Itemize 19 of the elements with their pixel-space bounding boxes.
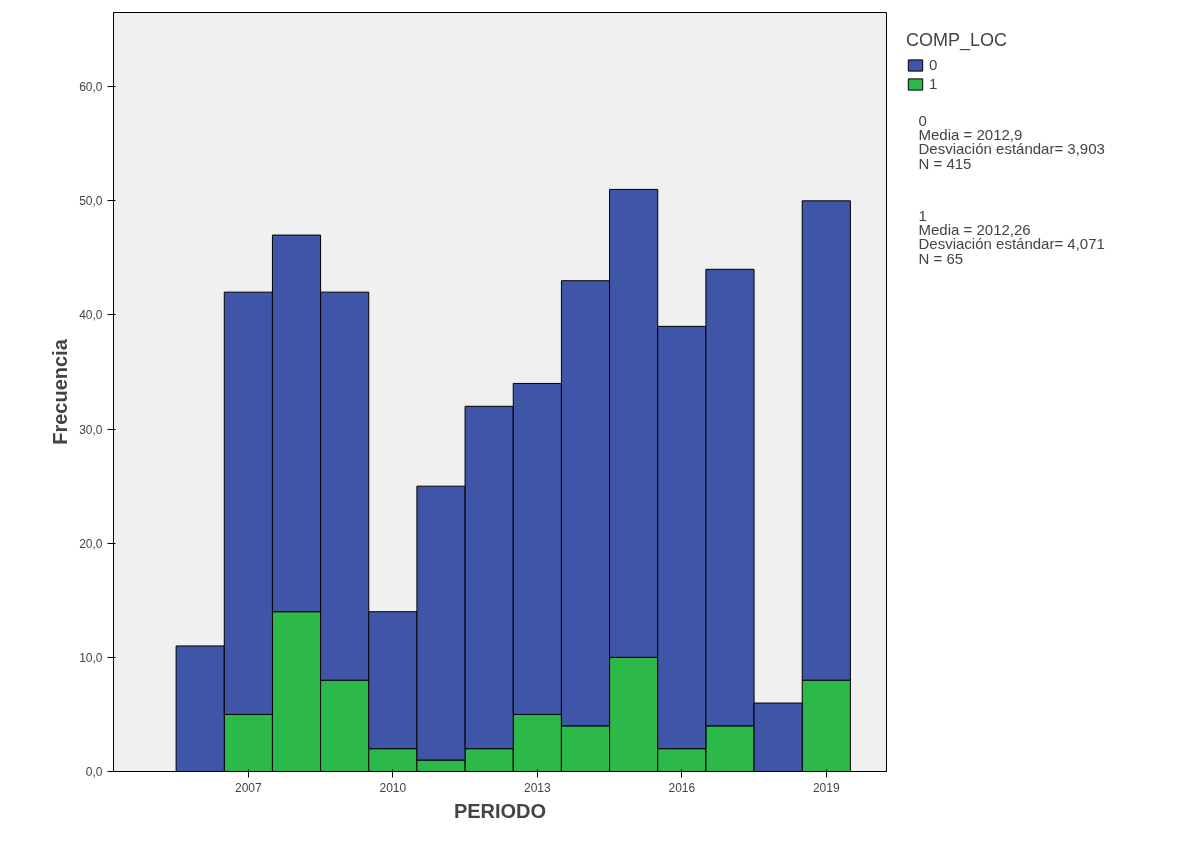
x-tick-label: 2007 (235, 780, 263, 795)
x-tick-label: 2013 (523, 780, 551, 795)
x-axis-title: PERIODO (453, 799, 547, 822)
x-tick-label: 2010 (379, 780, 407, 795)
y-tick-label: 30,0 (79, 422, 103, 437)
y-tick-label: 10,0 (79, 650, 103, 665)
y-tick-label: 20,0 (79, 536, 103, 551)
x-tick-label: 2019 (812, 780, 840, 795)
text: 0 Media = 2012,9 Desviación estándar= 3,903 N = 415 (918, 111, 1105, 172)
legend-label: 0 (929, 56, 939, 73)
legend-label: 1 (929, 75, 939, 92)
y-tick-label: 60,0 (79, 80, 103, 95)
y-axis-title: Frecuencia (49, 338, 72, 445)
y-tick-label: 40,0 (79, 308, 103, 323)
legend-title: COMP_LOC (906, 30, 1008, 51)
y-tick-label: 50,0 (79, 194, 103, 209)
y-tick-label: 0,0 (85, 765, 103, 779)
text: 1 Media = 2012,26 Desviación estándar= 4,071 N = 65 (918, 206, 1105, 267)
x-tick-label: 2016 (668, 780, 696, 795)
